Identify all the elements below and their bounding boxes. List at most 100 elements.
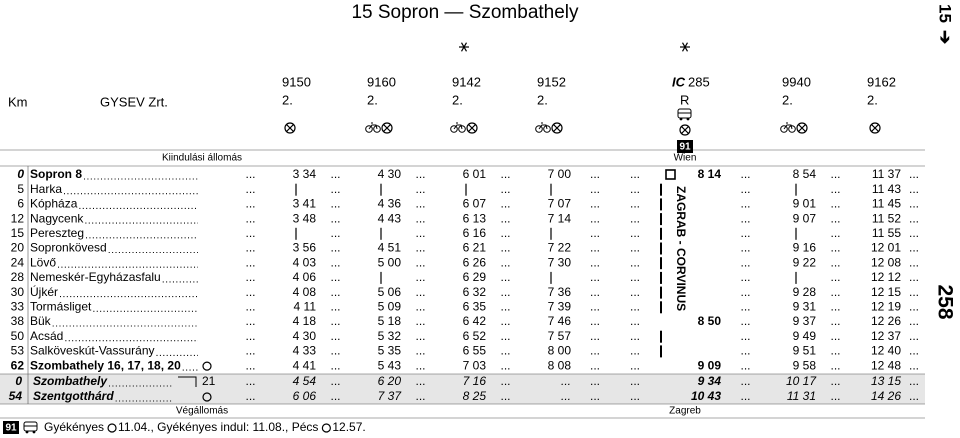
leader: ... [500,226,510,240]
station-km: 15 [11,226,25,240]
leader: ... [830,344,840,358]
leader: ... [830,211,840,225]
departure-time: 7 14 [548,211,572,225]
train-number: 9160 [367,74,396,89]
train-class: 2. [782,92,793,107]
departure-time: 10 43 [691,389,721,403]
icon-transfer [107,423,117,433]
leader: ... [740,329,750,343]
train-number: 9152 [537,74,566,89]
station-km: 12 [11,211,25,225]
leader: ... [830,167,840,181]
departure-time: 4 30 [293,329,317,343]
leader: ... [590,197,600,211]
station-km: 6 [17,197,24,211]
station-name: Lövő [30,255,56,269]
leader: ... [500,285,510,299]
departure-time: 6 16 [463,226,487,240]
station-km: 33 [11,299,25,313]
station-name: Nagycenk [30,211,84,225]
station-name: Acsád [30,329,63,343]
station-name: Bük [30,314,52,328]
leader: ... [245,226,255,240]
leader: ... [740,182,750,196]
departure-time: 6 07 [463,197,487,211]
connection-bracket [178,376,197,387]
departure-time: 14 26 [871,389,901,403]
km-header: Km [8,94,28,109]
leader: ... [415,299,425,313]
departure-time: 8 50 [698,314,722,328]
leader: ... [415,241,425,255]
departure-time: 3 34 [293,167,317,181]
departure-time: 9 09 [698,358,722,372]
leader: ... [630,226,640,240]
leader: ... [415,255,425,269]
leader: ... [245,270,255,284]
leader: ... [500,255,510,269]
note-box [3,421,19,434]
departure-time: 6 26 [463,255,487,269]
departure-time: 9 58 [793,358,817,372]
station-name: Harka [30,182,62,196]
leader: ... [330,226,340,240]
station-km: 24 [11,255,25,269]
leader: ... [245,182,255,196]
departure-time: 9 01 [793,197,817,211]
leader: ... [500,299,510,313]
station-name: Nemeskér-Egyházasfalu [30,270,161,284]
leader: ... [500,270,510,284]
leader: ... [630,197,640,211]
icon-transfer [202,392,212,402]
leader: ... [415,389,425,403]
leader: ... [740,255,750,269]
leader: ... [590,285,600,299]
leader: ... [909,344,919,358]
leader: ... [909,285,919,299]
departure-time: 9 37 [793,314,817,328]
departure-time: 5 09 [378,299,402,313]
icon-reservation [796,122,808,134]
train-class: 2. [537,92,548,107]
icon-reservation [381,122,393,134]
leader: ... [590,329,600,343]
leader: ... [590,255,600,269]
departure-time: 3 48 [293,211,317,225]
departure-time: 7 36 [548,285,572,299]
page-tab-arrow: ➔ [936,30,955,44]
leader: ... [830,270,840,284]
leader: ... [415,182,425,196]
note-ref: 91 [5,423,17,434]
departure-time: 6 32 [463,285,487,299]
footnote-text: 12.57. [332,420,365,434]
station-name: Sopronkövesd [30,241,107,255]
icon-reservation [679,124,691,136]
leader: ... [740,241,750,255]
train-prefix: IC [672,74,686,89]
leader: ... [909,182,919,196]
departure-time: 7 22 [548,241,572,255]
departure-time: 4 54 [293,374,317,388]
departure-time: 5 32 [378,329,402,343]
icon-reservation [286,124,294,132]
leader: ... [590,389,600,403]
leader: ... [415,197,425,211]
leader: ... [630,299,640,313]
departure-time: 5 00 [378,255,402,269]
departure-time: 12 08 [871,255,901,269]
leader: ... [415,329,425,343]
leader: ... [330,241,340,255]
station-name: Szentgotthárd [33,389,114,403]
leader: ... [909,329,919,343]
icon-bike [535,125,543,133]
icon-reservation [553,124,561,132]
train-class: 2. [367,92,378,107]
leader: ... [330,344,340,358]
departure-time: 6 29 [463,270,487,284]
leader: ... [590,241,600,255]
destination-label: Végállomás [176,406,228,417]
station-name: Pereszteg [30,226,84,240]
icon-reservation [284,122,296,134]
icon-bus [25,430,29,434]
departure-time: 9 49 [793,329,817,343]
